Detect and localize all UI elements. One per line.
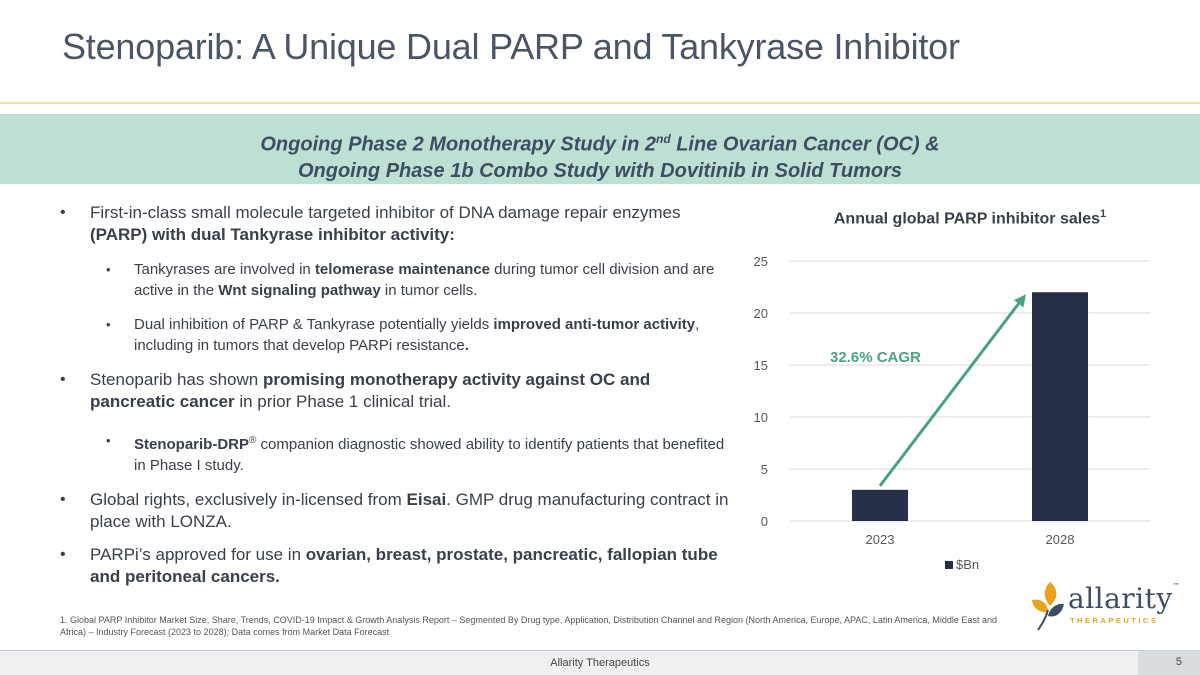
bullet-text: Stenoparib has shown bbox=[90, 370, 263, 389]
sub-bullet-item: Tankyrases are involved in telomerase ma… bbox=[60, 259, 730, 301]
bullet-text: Dual inhibition of PARP & Tankyrase pote… bbox=[134, 316, 494, 333]
banner-text: Line Ovarian Cancer (OC) & bbox=[670, 133, 940, 156]
bullet-text: First-in-class small molecule targeted i… bbox=[90, 203, 681, 222]
banner-line-1: Ongoing Phase 2 Monotherapy Study in 2nd… bbox=[0, 126, 1200, 158]
sub-bullet-item: Stenoparib-DRP® companion diagnostic sho… bbox=[60, 430, 730, 476]
banner-line-2: Ongoing Phase 1b Combo Study with Doviti… bbox=[297, 159, 903, 182]
company-logo: allarity™ THERAPEUTICS bbox=[1028, 580, 1180, 632]
cagr-annotation: 32.6% CAGR bbox=[830, 349, 921, 366]
trademark: ™ bbox=[1172, 582, 1181, 590]
bullet-bold: Eisai bbox=[406, 490, 447, 509]
bullet-text: in prior Phase 1 clinical trial. bbox=[234, 392, 451, 411]
bullet-text: , including in tumors that develop PARPi… bbox=[134, 316, 700, 354]
chart-title-text: Annual global PARP inhibitor sales bbox=[833, 210, 1100, 228]
logo-subtitle: THERAPEUTICS bbox=[1070, 616, 1159, 625]
footer-bar: Allarity Therapeutics 5 bbox=[0, 650, 1200, 675]
banner-superscript: nd bbox=[655, 132, 671, 146]
leaf-logo-icon bbox=[1032, 582, 1064, 631]
bullet-bold: improved anti-tumor activity bbox=[493, 316, 696, 333]
bullet-text: Tankyrases are involved in bbox=[134, 261, 315, 278]
y-tick-label: 25 bbox=[754, 254, 768, 269]
bullet-list: First-in-class small molecule targeted i… bbox=[60, 202, 730, 588]
bullet-text: PARPi’s approved for use in bbox=[90, 545, 306, 564]
bullet-bold: promising monotherapy activity against O… bbox=[90, 370, 651, 411]
bullet-bold: Stenoparib-DRP bbox=[134, 436, 250, 453]
y-tick-label: 10 bbox=[754, 410, 768, 425]
logo-wordmark: allarity™ bbox=[1068, 582, 1180, 615]
bullet-item: Stenoparib has shown promising monothera… bbox=[60, 369, 730, 413]
logo-name: allarity bbox=[1068, 582, 1173, 615]
sub-bullet-item: Dual inhibition of PARP & Tankyrase pote… bbox=[60, 314, 730, 356]
footnote-marker: 1 bbox=[1099, 208, 1107, 220]
chart-title: Annual global PARP inhibitor sales1 bbox=[740, 208, 1200, 228]
bar-2028 bbox=[1032, 292, 1088, 521]
footer-company: Allarity Therapeutics bbox=[550, 657, 650, 669]
bullet-item: PARPi’s approved for use in ovarian, bre… bbox=[60, 544, 730, 588]
legend-swatch bbox=[945, 561, 953, 569]
bullet-text: companion diagnostic showed ability to i… bbox=[134, 436, 725, 474]
bullet-text: in tumor cells. bbox=[380, 282, 478, 299]
bullet-bold: ovarian, breast, prostate, pancreatic, f… bbox=[90, 545, 718, 586]
x-tick-label: 2028 bbox=[1046, 532, 1075, 547]
x-tick-label: 2023 bbox=[866, 532, 895, 547]
page-title: Stenoparib: A Unique Dual PARP and Tanky… bbox=[62, 26, 960, 67]
y-tick-label: 15 bbox=[754, 358, 768, 373]
bar-2023 bbox=[852, 489, 908, 521]
bullet-item: Global rights, exclusively in-licensed f… bbox=[60, 489, 730, 533]
registered-mark: ® bbox=[249, 435, 257, 446]
cagr-arrow bbox=[878, 298, 1024, 487]
highlight-banner: Ongoing Phase 2 Monotherapy Study in 2nd… bbox=[0, 114, 1200, 184]
page-number: 5 bbox=[1175, 656, 1182, 668]
bullet-bold: telomerase maintenance bbox=[314, 261, 491, 278]
y-tick-label: 0 bbox=[761, 514, 768, 529]
legend-label: $Bn bbox=[956, 557, 979, 572]
page-number-box bbox=[1138, 651, 1200, 675]
bullet-item: First-in-class small molecule targeted i… bbox=[60, 202, 730, 246]
bullet-text: during tumor cell division and are activ… bbox=[134, 261, 715, 299]
footnote: 1. Global PARP Inhibitor Market Size, Sh… bbox=[60, 615, 997, 637]
y-tick-label: 20 bbox=[754, 306, 768, 321]
sales-bar-chart: 0 5 10 15 20 25 2023 2028 32.6% CAGR $Bn bbox=[754, 254, 1150, 572]
bullet-text: . GMP drug manufacturing contract in pla… bbox=[90, 490, 729, 531]
cagr-arrow-head bbox=[1013, 294, 1026, 308]
y-tick-label: 5 bbox=[761, 462, 768, 477]
title-divider bbox=[0, 102, 1200, 104]
banner-text: Ongoing Phase 2 Monotherapy Study in 2 bbox=[260, 133, 656, 156]
bullet-bold: Wnt signaling pathway bbox=[218, 282, 381, 299]
bullet-text: Global rights, exclusively in-licensed f… bbox=[90, 490, 407, 509]
bullet-bold: (PARP) with dual Tankyrase inhibitor act… bbox=[90, 225, 455, 244]
bullet-bold: . bbox=[464, 337, 469, 354]
